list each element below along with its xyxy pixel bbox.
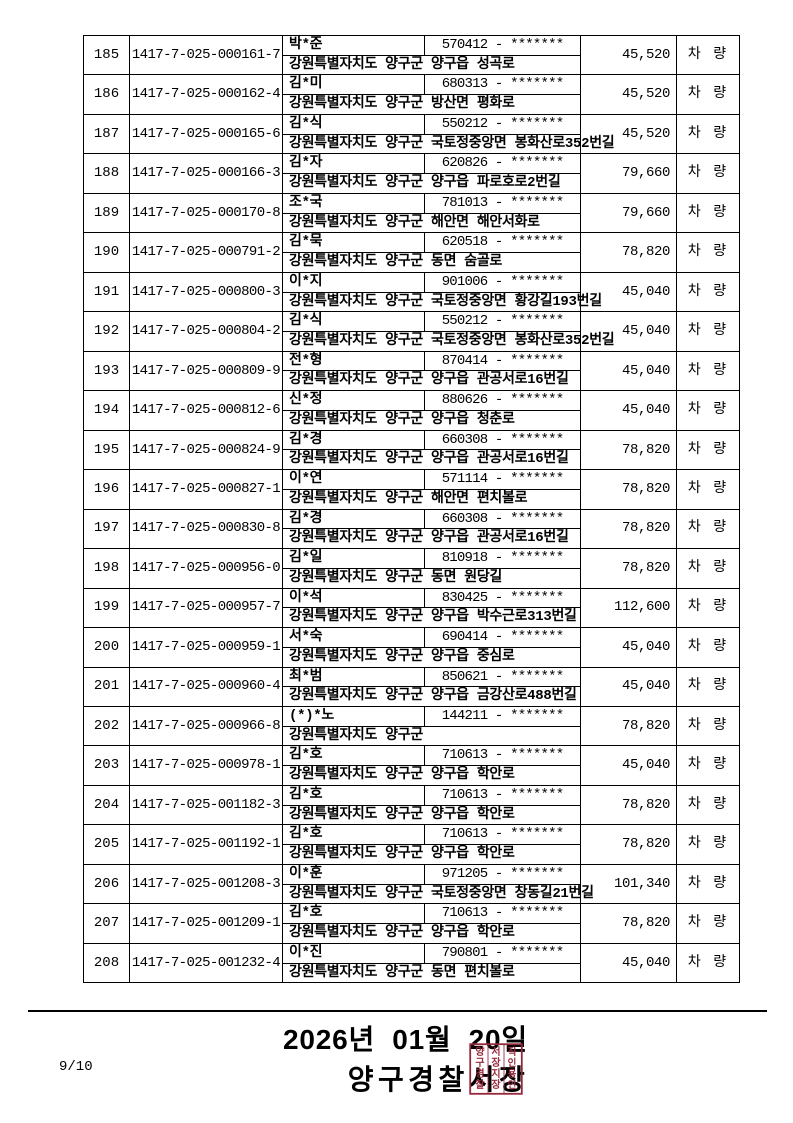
svg-text:경: 경 (475, 1067, 484, 1080)
svg-text:찰: 찰 (475, 1078, 485, 1091)
svg-text:용: 용 (508, 1069, 517, 1080)
svg-text:직: 직 (508, 1046, 517, 1058)
svg-text:양: 양 (475, 1046, 485, 1058)
svg-text:구: 구 (475, 1057, 484, 1069)
svg-text:장: 장 (491, 1078, 501, 1091)
svg-text:장: 장 (491, 1056, 501, 1069)
svg-text:서: 서 (491, 1045, 500, 1058)
svg-text:인: 인 (508, 1058, 517, 1069)
svg-text:인: 인 (508, 1080, 517, 1091)
svg-text:지: 지 (491, 1067, 500, 1080)
